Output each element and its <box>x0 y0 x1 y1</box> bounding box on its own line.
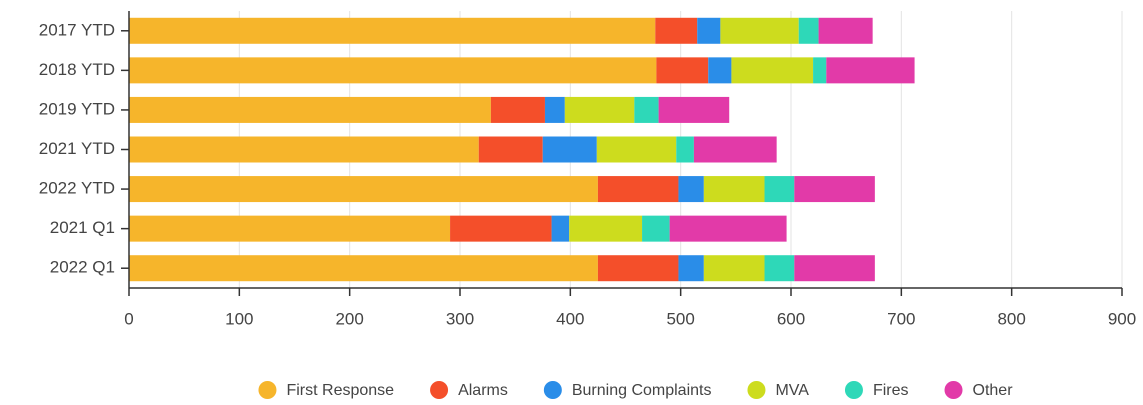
x-tick-label: 800 <box>997 309 1025 328</box>
bar-segment <box>731 57 814 84</box>
bar-segment <box>542 136 597 163</box>
legend-marker <box>944 381 963 399</box>
bar-segment <box>544 96 565 123</box>
legend-label: Fires <box>873 382 909 399</box>
bar-segment <box>658 96 730 123</box>
bar-segment <box>551 215 570 242</box>
y-tick-label: 2019 YTD <box>39 99 115 118</box>
x-tick-label: 900 <box>1108 309 1136 328</box>
legend-marker <box>844 381 863 399</box>
legend-label: Other <box>973 382 1014 399</box>
legend-marker <box>747 381 766 399</box>
y-tick-label: 2021 Q1 <box>50 218 115 237</box>
bar-segment <box>708 57 732 84</box>
bar-segment <box>764 176 795 203</box>
bar-segment <box>826 57 915 84</box>
bar-segment <box>655 17 698 44</box>
y-tick-label: 2022 YTD <box>39 179 115 198</box>
legend-marker <box>258 381 277 399</box>
x-tick-label: 400 <box>556 309 584 328</box>
legend-label: MVA <box>775 382 809 399</box>
y-tick-label: 2022 Q1 <box>50 258 115 277</box>
y-tick-label: 2018 YTD <box>39 60 115 79</box>
bar-segment <box>569 215 643 242</box>
bar-segment <box>129 57 657 84</box>
bar-segment <box>129 255 598 282</box>
bar-segment <box>678 176 704 203</box>
bar-segment <box>693 136 777 163</box>
bar-segment <box>798 17 819 44</box>
bar-segment <box>129 96 491 123</box>
y-tick-label: 2017 YTD <box>39 20 115 39</box>
legend-label: Burning Complaints <box>572 382 712 399</box>
x-tick-label: 700 <box>887 309 915 328</box>
bar-segment <box>764 255 795 282</box>
bar-segment <box>129 17 656 44</box>
bar-segment <box>450 215 552 242</box>
bar-segment <box>656 57 709 84</box>
legend-label: Alarms <box>458 382 508 399</box>
bar-segment <box>818 17 873 44</box>
bar-segment <box>597 255 679 282</box>
bar-segment <box>642 215 670 242</box>
legend-marker <box>430 381 449 399</box>
bar-segment <box>669 215 787 242</box>
bar-segment <box>678 255 704 282</box>
bar-segment <box>813 57 827 84</box>
bar-segment <box>697 17 721 44</box>
bar-segment <box>564 96 635 123</box>
bar-segment <box>794 176 875 203</box>
bar-segment <box>634 96 659 123</box>
y-tick-label: 2021 YTD <box>39 139 115 158</box>
x-tick-label: 0 <box>124 309 133 328</box>
bar-segment <box>129 176 598 203</box>
x-tick-label: 600 <box>777 309 805 328</box>
bar-segment <box>478 136 543 163</box>
bar-segment <box>596 136 677 163</box>
bar-segment <box>703 176 765 203</box>
bar-segment <box>794 255 875 282</box>
bar-segment <box>703 255 765 282</box>
bar-segment <box>676 136 694 163</box>
x-tick-label: 200 <box>335 309 363 328</box>
bar-segment <box>597 176 679 203</box>
legend-label: First Response <box>286 382 394 399</box>
bar-segment <box>129 136 479 163</box>
bar-segment <box>490 96 545 123</box>
bar-segment <box>720 17 799 44</box>
legend-marker <box>543 381 562 399</box>
bar-segment <box>129 215 451 242</box>
x-tick-label: 500 <box>666 309 694 328</box>
x-tick-label: 300 <box>446 309 474 328</box>
x-tick-label: 100 <box>225 309 253 328</box>
